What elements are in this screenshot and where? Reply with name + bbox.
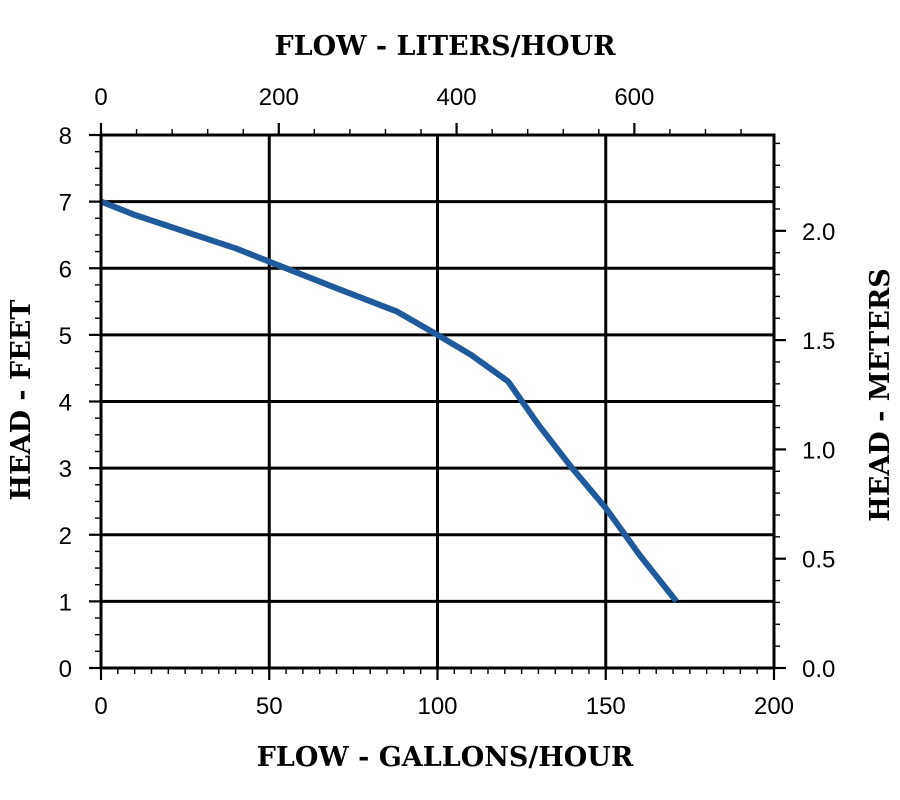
- y2-axis-title: HEAD - METERS: [865, 268, 896, 522]
- y-tick-label: 3: [59, 456, 72, 483]
- y-tick-label: 1: [59, 589, 72, 616]
- x2-tick-label: 400: [437, 84, 477, 111]
- series-layer: [99, 198, 679, 604]
- y-tick-label: 8: [59, 123, 72, 150]
- y-tick-label: 7: [59, 190, 72, 217]
- x-axis-title: FLOW - GALLONS/HOUR: [257, 742, 634, 773]
- x2-tick-label: 200: [259, 84, 299, 111]
- y2-tick-label: 1.5: [802, 328, 835, 355]
- y-tick-label: 0: [59, 656, 72, 683]
- grid: [101, 135, 774, 668]
- major-ticks: [89, 123, 786, 680]
- plot-frame: [99, 133, 776, 670]
- y2-tick-label: 0.0: [802, 656, 835, 683]
- x-tick-label: 150: [586, 693, 626, 720]
- y-tick-label: 2: [59, 523, 72, 550]
- x-tick-label: 200: [754, 693, 794, 720]
- x2-axis-title: FLOW - LITERS/HOUR: [274, 31, 616, 62]
- pump-curve-line: [99, 198, 679, 604]
- y-tick-label: 4: [59, 390, 72, 417]
- x2-tick-label: 600: [614, 84, 654, 111]
- y-axis-title: HEAD - FEET: [6, 300, 37, 501]
- x2-tick-label: 0: [94, 84, 107, 111]
- y2-tick-label: 2.0: [802, 219, 835, 246]
- x-tick-label: 100: [417, 693, 457, 720]
- y-tick-label: 6: [59, 256, 72, 283]
- y2-tick-label: 1.0: [802, 437, 835, 464]
- x-tick-label: 0: [94, 693, 107, 720]
- y-tick-label: 5: [59, 323, 72, 350]
- y2-tick-label: 0.5: [802, 547, 835, 574]
- x-tick-label: 50: [256, 693, 283, 720]
